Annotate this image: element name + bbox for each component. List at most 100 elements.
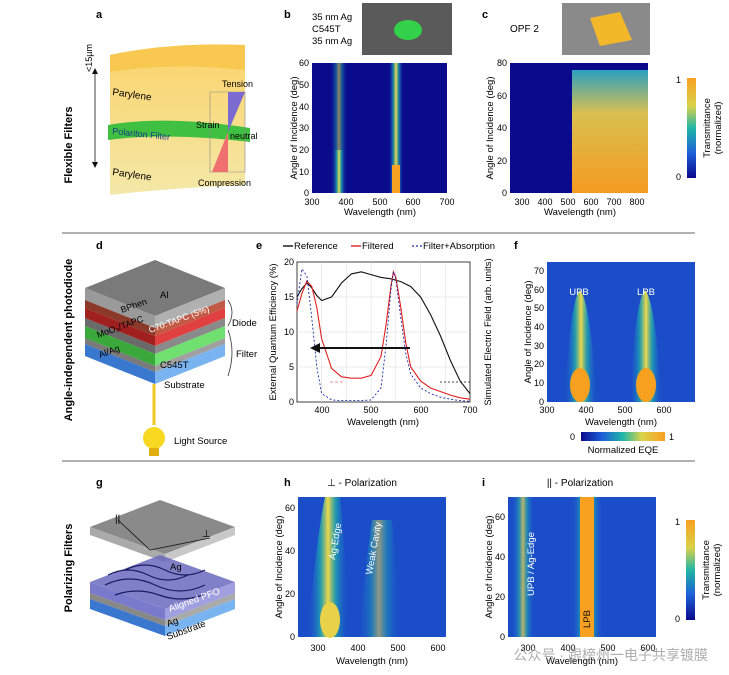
cbar-f-min: 0	[570, 432, 575, 442]
layer-substrate-left	[85, 344, 155, 384]
layer-ag-left	[85, 338, 155, 372]
ytick-f-40: 40	[534, 322, 544, 332]
band-f-upb-hot	[570, 368, 590, 402]
ytick-h-0: 0	[290, 632, 295, 642]
par-symbol: ||	[115, 514, 120, 525]
xlabel-i: Wavelength (nm)	[546, 656, 618, 667]
ytick-c-60: 60	[497, 91, 507, 101]
cbar-i-sub: (normalized)	[712, 544, 723, 597]
xtick-c-700: 700	[606, 197, 621, 207]
band-h-hot	[320, 602, 340, 638]
xtick-f-500: 500	[617, 405, 632, 415]
ytick-f-30: 30	[534, 341, 544, 351]
layer-bphen-left	[85, 300, 155, 336]
band-b-380-hot	[334, 150, 344, 193]
panel-letter-i: i	[482, 477, 485, 489]
xtick-b-300: 300	[304, 197, 319, 207]
heatmap-c-transmission	[572, 70, 648, 193]
layer-c545t: C545T	[160, 360, 189, 371]
xtick-f-300: 300	[539, 405, 554, 415]
opf-label: OPF 2	[510, 24, 539, 35]
ytick-c-0: 0	[502, 188, 507, 198]
light-label: Light Source	[174, 436, 227, 447]
pfo-chains	[104, 564, 206, 600]
ytick-e-10: 10	[284, 327, 294, 337]
legend-fa: Filter+Absorption	[423, 241, 495, 252]
xtick-i-500: 500	[600, 643, 615, 653]
series-filtered	[296, 269, 471, 400]
ytick-f-50: 50	[534, 303, 544, 313]
ag-bottom-right	[165, 593, 235, 626]
cbar-c-title: Transmittance	[702, 98, 713, 158]
ytick-b-0: 0	[304, 188, 309, 198]
layer-moo3-right	[155, 318, 225, 354]
series-reference	[296, 271, 471, 394]
cbar-f-title: Normalized EQE	[588, 445, 659, 456]
layer-al: Al	[160, 290, 168, 301]
panel-letter-a: a	[96, 9, 103, 21]
ytick-e-5: 5	[289, 362, 294, 372]
legend-ref: Reference	[294, 241, 338, 252]
ann-i-lpb: LPB	[582, 610, 593, 628]
ytick-c-40: 40	[497, 123, 507, 133]
band-h-weak	[358, 520, 400, 637]
xtick-c-500: 500	[560, 197, 575, 207]
pfo-face	[90, 555, 235, 609]
layer-top-label: Parylene	[112, 87, 153, 103]
ytick-b-30: 30	[299, 123, 309, 133]
panel-letter-d: d	[96, 240, 103, 252]
tension-label: Tension	[222, 79, 253, 89]
substrate-right	[165, 599, 235, 636]
bulb-base	[149, 448, 159, 456]
green-sample	[394, 20, 422, 40]
ytick-h-40: 40	[285, 546, 295, 556]
band-f-lpb-hot	[636, 368, 656, 402]
ylabel-b: Angle of Incidence (deg)	[289, 77, 300, 180]
xlabel-h: Wavelength (nm)	[336, 656, 408, 667]
ytick-f-60: 60	[534, 285, 544, 295]
row-label-flexible: Flexible Filters	[63, 106, 75, 183]
ytick-b-20: 20	[299, 145, 309, 155]
ytick-f-20: 20	[534, 359, 544, 369]
cbar-i-max: 1	[675, 517, 680, 527]
diode-label: Diode	[232, 318, 257, 329]
xtick-e-600: 600	[413, 405, 428, 415]
substrate-left	[90, 599, 165, 636]
panel-e: e Reference Filtered Filter+Absorption E…	[256, 240, 495, 428]
panel-f: f UPB LPB Angle of Incidence (deg) Wavel…	[514, 240, 695, 456]
layer-c545t-right	[155, 326, 225, 366]
y2label-e: Simulated Electric Field (arb. units)	[483, 258, 494, 405]
layer-substrate: Substrate	[164, 380, 205, 391]
ytick-e-20: 20	[284, 257, 294, 267]
strain-label: Strain	[196, 120, 220, 130]
thickness-label: <15µm	[84, 44, 94, 72]
ylabel-h: Angle of Incidence (deg)	[274, 516, 285, 619]
panel-a: a Flexible Filters <15µm Parylene Polari…	[63, 9, 258, 195]
pfo-left	[90, 582, 165, 620]
title-i: || - Polarization	[547, 478, 613, 489]
ytick-f-0: 0	[539, 397, 544, 407]
cbar-f-max: 1	[669, 432, 674, 442]
layer-substrate-right	[155, 344, 225, 384]
polariton-layer	[108, 120, 250, 142]
panel-c: c OPF 2 Angle of Incidence (deg) Wavelen…	[482, 3, 724, 218]
panel-letter-e: e	[256, 240, 262, 252]
ag-top-right	[165, 527, 235, 562]
xtick-h-400: 400	[350, 643, 365, 653]
xtick-c-600: 600	[583, 197, 598, 207]
layer-c545t-left	[85, 326, 155, 366]
xtick-h-600: 600	[430, 643, 445, 653]
band-f-lpb	[630, 290, 662, 402]
layer-bottom-label: Parylene	[112, 167, 153, 183]
cbar-c-max: 1	[676, 75, 681, 85]
ytick-b-60: 60	[299, 58, 309, 68]
panel-letter-g: g	[96, 477, 103, 489]
xtick-c-800: 800	[629, 197, 644, 207]
ag-top-label: Ag	[170, 562, 182, 573]
xlabel-c: Wavelength (nm)	[544, 207, 616, 218]
ytick-e-0: 0	[289, 397, 294, 407]
panel-letter-b: b	[284, 9, 291, 21]
xtick-e-700: 700	[462, 405, 477, 415]
compression-label: Compression	[198, 178, 251, 188]
xtick-f-600: 600	[656, 405, 671, 415]
